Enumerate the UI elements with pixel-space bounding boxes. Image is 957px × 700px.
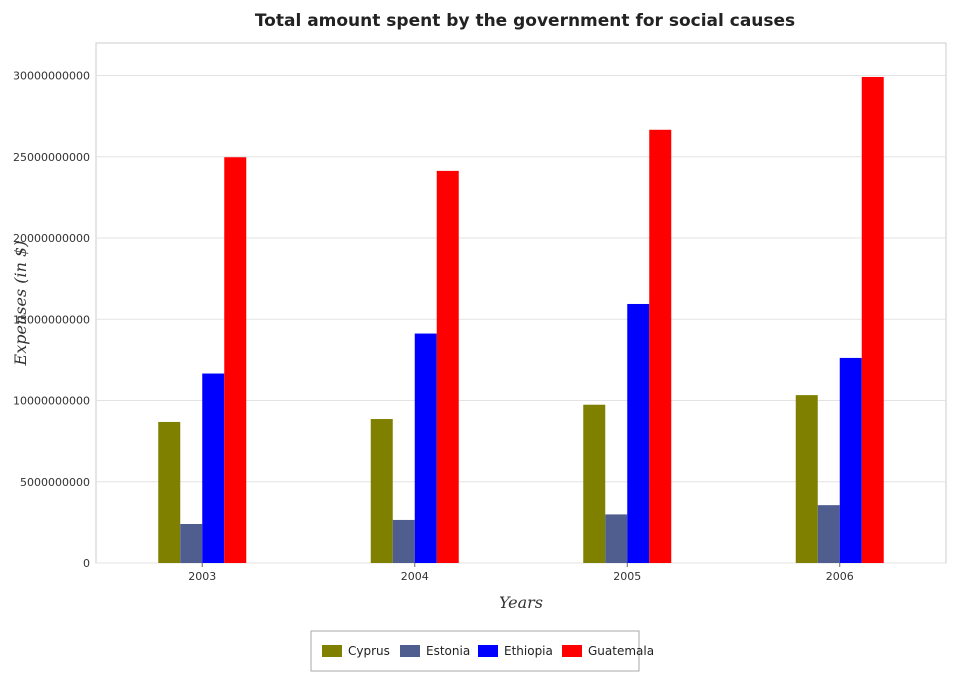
legend-label-ethiopia: Ethiopia bbox=[504, 644, 553, 658]
chart-title: Total amount spent by the government for… bbox=[255, 11, 795, 31]
x-tick-label: 2005 bbox=[613, 570, 641, 583]
bar-estonia-2005 bbox=[605, 514, 628, 563]
bar-guatemala-2006 bbox=[861, 76, 884, 564]
y-tick-label: 0 bbox=[83, 557, 90, 570]
y-axis-label: Expenses (in $) bbox=[11, 241, 30, 367]
bar-guatemala-2003 bbox=[224, 157, 247, 564]
legend-box bbox=[310, 630, 640, 672]
bar-guatemala-2005 bbox=[649, 129, 672, 563]
legend-swatch-estonia bbox=[400, 645, 420, 657]
legend-label-guatemala: Guatemala bbox=[588, 644, 654, 658]
bar-cyprus-2006 bbox=[795, 395, 818, 563]
legend-swatch-guatemala bbox=[562, 645, 582, 657]
bar-cyprus-2003 bbox=[158, 421, 181, 563]
y-tick-label: 20000000000 bbox=[13, 232, 90, 245]
legend-swatch-ethiopia bbox=[478, 645, 498, 657]
x-tick-label: 2006 bbox=[826, 570, 854, 583]
x-tick-label: 2004 bbox=[401, 570, 429, 583]
bar-ethiopia-2006 bbox=[839, 357, 862, 563]
legend-swatch-cyprus bbox=[322, 645, 342, 657]
bars bbox=[158, 76, 884, 564]
legend-label-cyprus: Cyprus bbox=[348, 644, 390, 658]
x-axis-label: Years bbox=[499, 593, 543, 612]
bar-ethiopia-2004 bbox=[414, 333, 437, 563]
bar-estonia-2006 bbox=[817, 505, 840, 563]
y-tick-label: 15000000000 bbox=[13, 313, 90, 326]
bar-ethiopia-2003 bbox=[202, 373, 225, 563]
y-tick-label: 10000000000 bbox=[13, 395, 90, 408]
y-tick-label: 5000000000 bbox=[20, 476, 90, 489]
legend: Cyprus Estonia Ethiopia Guatemala bbox=[310, 630, 654, 672]
bar-guatemala-2004 bbox=[436, 170, 459, 563]
bar-ethiopia-2005 bbox=[627, 303, 650, 563]
x-axis-ticks: 2003 2004 2005 2006 bbox=[188, 563, 854, 583]
plot-area: 0 5000000000 10000000000 15000000000 2000000… bbox=[13, 42, 947, 583]
y-tick-label: 25000000000 bbox=[13, 151, 90, 164]
x-tick-label: 2003 bbox=[188, 570, 216, 583]
y-axis-ticks: 0 5000000000 10000000000 15000000000 2000000… bbox=[13, 70, 90, 571]
bar-estonia-2004 bbox=[392, 519, 415, 563]
legend-label-estonia: Estonia bbox=[426, 644, 470, 658]
bar-cyprus-2005 bbox=[583, 404, 606, 563]
y-tick-label: 30000000000 bbox=[13, 70, 90, 83]
bar-estonia-2003 bbox=[180, 524, 203, 563]
bar-cyprus-2004 bbox=[370, 419, 393, 563]
